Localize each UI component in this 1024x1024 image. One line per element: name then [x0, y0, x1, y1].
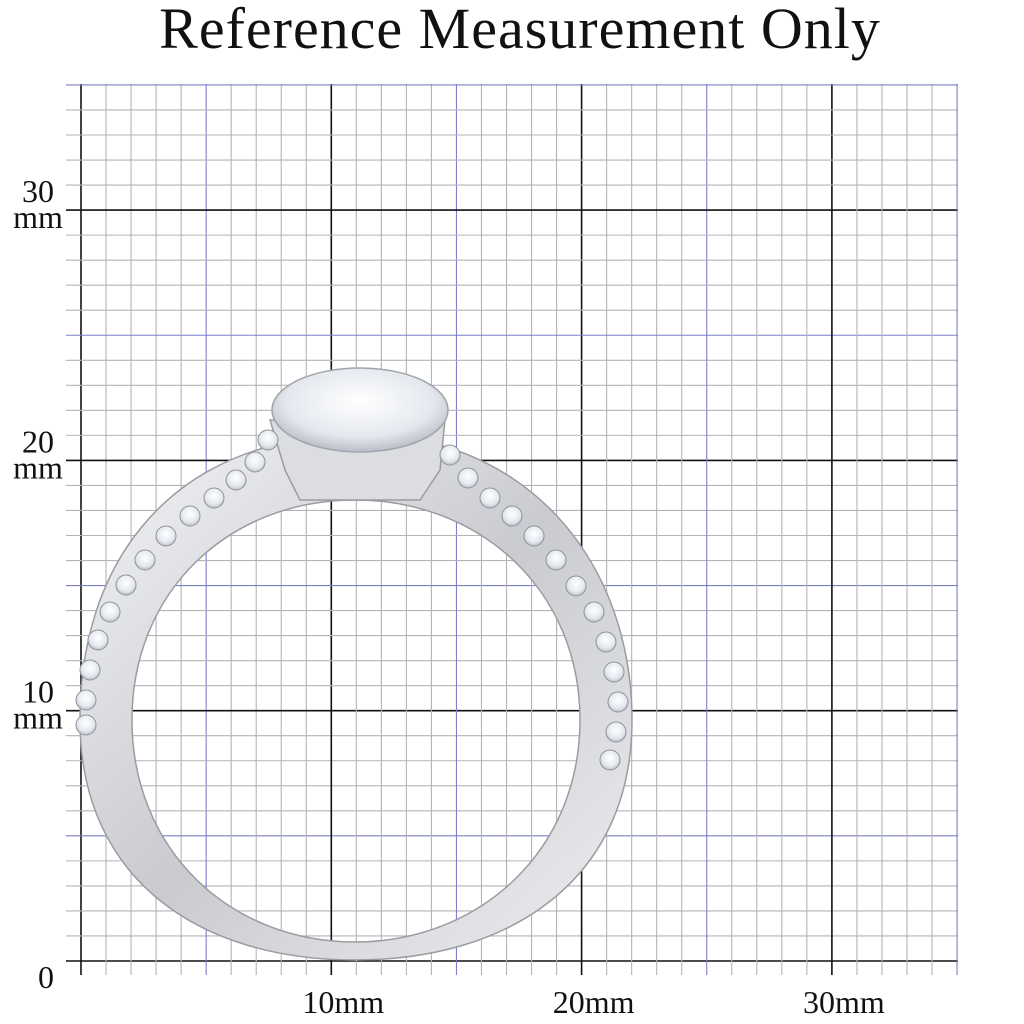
origin-label: 0	[38, 959, 54, 995]
ring-band	[79, 439, 633, 961]
ring	[75, 367, 633, 961]
x-label: 20mm	[553, 984, 635, 1020]
pave-stone	[134, 549, 156, 571]
pave-stone	[225, 469, 247, 491]
title: Reference Measurement Only	[159, 0, 881, 61]
pave-stone	[99, 601, 121, 623]
y-label-unit: mm	[13, 449, 63, 485]
pave-stone	[565, 575, 587, 597]
pave-stone	[595, 631, 617, 653]
pave-stone	[179, 505, 201, 527]
pave-stone	[599, 749, 621, 771]
pave-stone	[75, 714, 97, 736]
pave-stone	[115, 574, 137, 596]
pave-stone	[439, 444, 461, 466]
pave-stone	[545, 549, 567, 571]
pave-stone	[79, 659, 101, 681]
pave-stone	[87, 629, 109, 651]
y-label-number: 10	[22, 674, 54, 710]
y-label-unit: mm	[13, 199, 63, 235]
pave-stone	[523, 525, 545, 547]
y-label-number: 20	[22, 423, 54, 459]
x-label: 10mm	[302, 984, 384, 1020]
pave-stone	[605, 721, 627, 743]
pave-stone	[603, 661, 625, 683]
pave-stone	[501, 505, 523, 527]
pave-stone	[203, 487, 225, 509]
pave-stone	[257, 429, 279, 451]
pave-stone	[479, 487, 501, 509]
x-label: 30mm	[803, 984, 885, 1020]
center-stone	[271, 367, 449, 453]
y-label-number: 30	[22, 173, 54, 209]
pave-stone	[607, 691, 629, 713]
pave-stone	[583, 601, 605, 623]
pave-stone	[457, 467, 479, 489]
pave-stone	[155, 525, 177, 547]
pave-stone	[75, 689, 97, 711]
pave-stone	[244, 451, 266, 473]
y-label-unit: mm	[13, 700, 63, 736]
pave-stones	[75, 429, 629, 771]
